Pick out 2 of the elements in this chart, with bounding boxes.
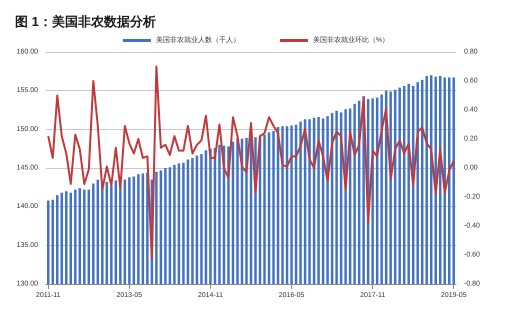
chart-title: 图 1：美国非农数据分析 xyxy=(15,14,156,29)
line-series xyxy=(47,66,455,260)
